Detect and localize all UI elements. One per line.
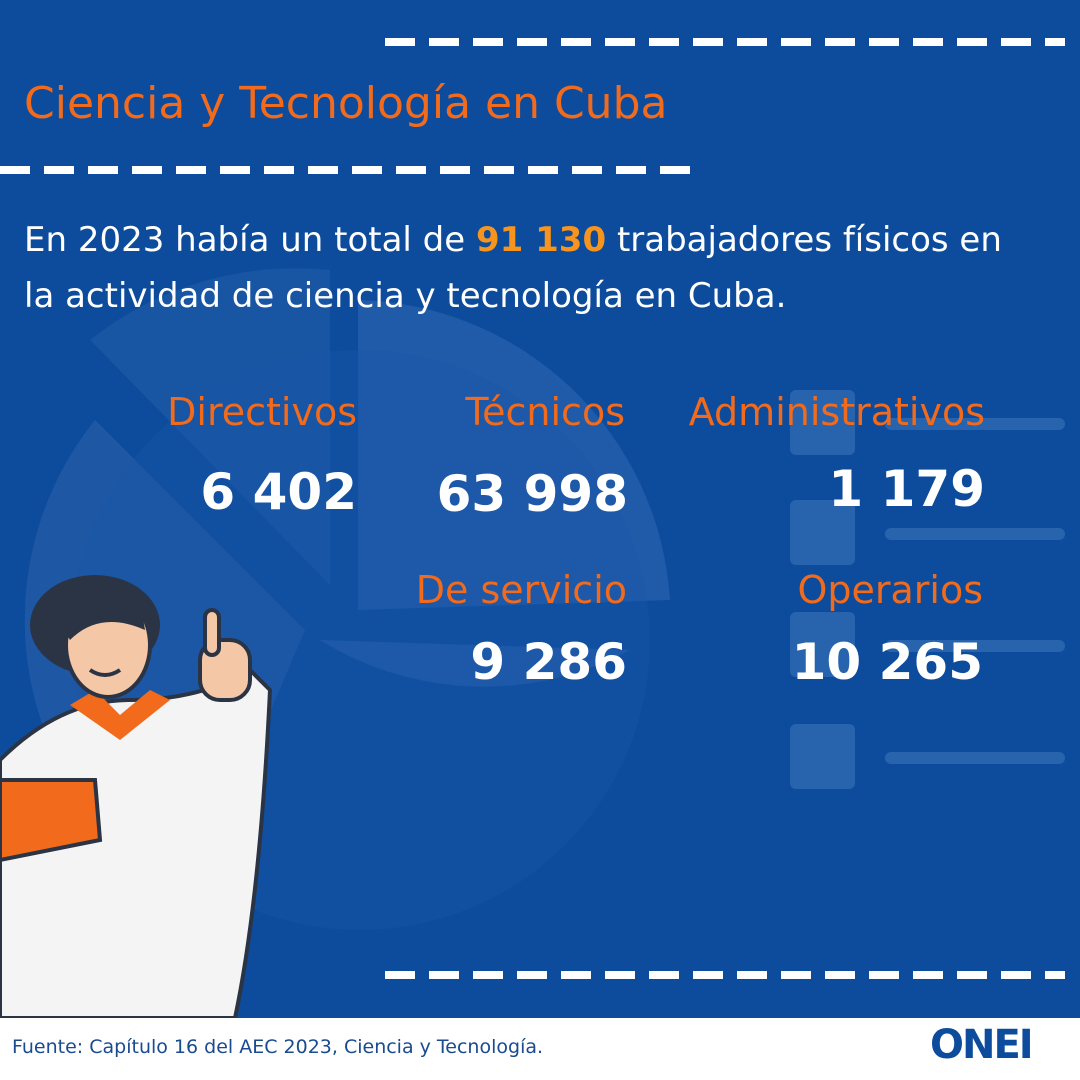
stat-value: 10 265	[791, 633, 983, 691]
footer-bar	[0, 1018, 1080, 1080]
stat-label: Administrativos	[688, 390, 985, 434]
intro: En 2023 había un total de 91 130 trabaja…	[24, 212, 1024, 324]
stat-value: 1 179	[828, 460, 985, 518]
intro-highlight: 91 130	[476, 220, 607, 260]
scientist-illustration	[0, 575, 273, 1020]
source: Fuente: Capítulo 16 del AEC 2023, Cienci…	[12, 1036, 544, 1058]
logo: ONEI	[930, 1022, 1034, 1068]
stat-label: Técnicos	[465, 390, 625, 434]
intro-text: En 2023 había un total de	[24, 220, 466, 260]
stat-value: 63 998	[436, 465, 628, 523]
stat-value: 6 402	[200, 463, 357, 521]
stat-label: De servicio	[415, 568, 627, 612]
stat-label: Directivos	[167, 390, 357, 434]
title: Ciencia y Tecnología en Cuba	[24, 78, 668, 129]
stat-value: 9 286	[470, 633, 627, 691]
stat-label: Operarios	[797, 568, 983, 612]
intro-text: trabajadores físicos en la actividad de …	[24, 220, 1002, 316]
